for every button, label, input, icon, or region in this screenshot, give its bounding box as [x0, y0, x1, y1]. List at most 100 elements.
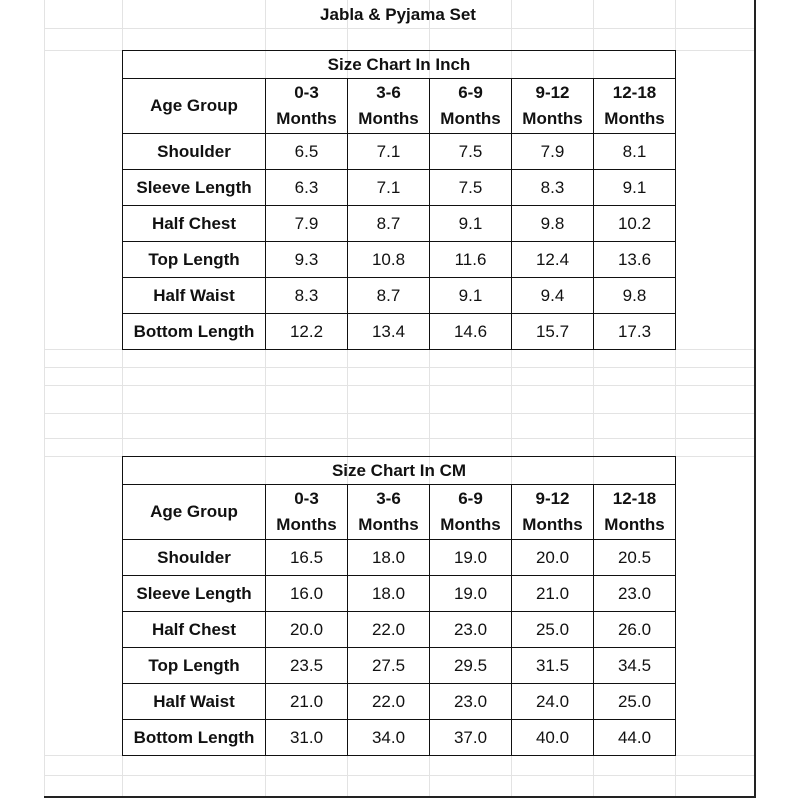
- grid-line: [511, 0, 512, 796]
- header-cell: 9-12 Months: [511, 484, 594, 540]
- row-label: Half Waist: [122, 277, 266, 314]
- header-cell: 6-9 Months: [429, 484, 512, 540]
- value-cell: 34.5: [593, 647, 676, 684]
- row-label: Sleeve Length: [122, 575, 266, 612]
- value-cell: 9.8: [511, 205, 594, 242]
- header-cell: 3-6 Months: [347, 78, 430, 134]
- header-cell: 0-3 Months: [265, 78, 348, 134]
- row-label: Bottom Length: [122, 313, 266, 350]
- value-cell: 23.0: [429, 683, 512, 720]
- value-cell: 44.0: [593, 719, 676, 756]
- value-cell: 7.1: [347, 133, 430, 170]
- value-cell: 23.0: [429, 611, 512, 648]
- value-cell: 12.2: [265, 313, 348, 350]
- value-cell: 9.4: [511, 277, 594, 314]
- value-cell: 17.3: [593, 313, 676, 350]
- value-cell: 16.0: [265, 575, 348, 612]
- value-cell: 7.9: [511, 133, 594, 170]
- value-cell: 26.0: [593, 611, 676, 648]
- row-label: Half Chest: [122, 611, 266, 648]
- value-cell: 18.0: [347, 575, 430, 612]
- value-cell: 7.5: [429, 133, 512, 170]
- header-cell: Age Group: [122, 78, 266, 134]
- value-cell: 21.0: [511, 575, 594, 612]
- value-cell: 8.3: [265, 277, 348, 314]
- row-label: Sleeve Length: [122, 169, 266, 206]
- row-label: Shoulder: [122, 539, 266, 576]
- value-cell: 37.0: [429, 719, 512, 756]
- table-title: Size Chart In CM: [122, 456, 676, 485]
- value-cell: 24.0: [511, 683, 594, 720]
- value-cell: 9.1: [429, 205, 512, 242]
- value-cell: 8.3: [511, 169, 594, 206]
- grid-line: [675, 0, 676, 796]
- header-cell: 3-6 Months: [347, 484, 430, 540]
- frame-bottom: [44, 796, 756, 798]
- grid-line: [122, 0, 123, 796]
- value-cell: 7.9: [265, 205, 348, 242]
- value-cell: 8.1: [593, 133, 676, 170]
- grid-line: [593, 0, 594, 796]
- value-cell: 9.3: [265, 241, 348, 278]
- value-cell: 8.7: [347, 277, 430, 314]
- value-cell: 40.0: [511, 719, 594, 756]
- value-cell: 22.0: [347, 683, 430, 720]
- value-cell: 19.0: [429, 575, 512, 612]
- header-cell: 9-12 Months: [511, 78, 594, 134]
- grid-line: [44, 385, 754, 386]
- header-cell: 12-18 Months: [593, 484, 676, 540]
- row-label: Half Chest: [122, 205, 266, 242]
- value-cell: 34.0: [347, 719, 430, 756]
- value-cell: 23.0: [593, 575, 676, 612]
- page-title: Jabla & Pyjama Set: [320, 5, 476, 24]
- grid-line: [44, 413, 754, 414]
- value-cell: 31.5: [511, 647, 594, 684]
- grid-line: [44, 438, 754, 439]
- header-cell: 0-3 Months: [265, 484, 348, 540]
- grid-line: [44, 0, 45, 796]
- header-cell: 12-18 Months: [593, 78, 676, 134]
- value-cell: 22.0: [347, 611, 430, 648]
- value-cell: 8.7: [347, 205, 430, 242]
- value-cell: 25.0: [593, 683, 676, 720]
- value-cell: 12.4: [511, 241, 594, 278]
- value-cell: 14.6: [429, 313, 512, 350]
- value-cell: 31.0: [265, 719, 348, 756]
- value-cell: 20.0: [511, 539, 594, 576]
- value-cell: 25.0: [511, 611, 594, 648]
- value-cell: 7.5: [429, 169, 512, 206]
- grid-line: [44, 28, 754, 29]
- row-label: Shoulder: [122, 133, 266, 170]
- value-cell: 15.7: [511, 313, 594, 350]
- row-label: Half Waist: [122, 683, 266, 720]
- value-cell: 23.5: [265, 647, 348, 684]
- value-cell: 10.8: [347, 241, 430, 278]
- value-cell: 13.4: [347, 313, 430, 350]
- header-cell: Age Group: [122, 484, 266, 540]
- value-cell: 9.1: [429, 277, 512, 314]
- frame-right: [754, 0, 756, 798]
- value-cell: 21.0: [265, 683, 348, 720]
- value-cell: 20.5: [593, 539, 676, 576]
- value-cell: 6.3: [265, 169, 348, 206]
- grid-line: [44, 367, 754, 368]
- header-cell: 6-9 Months: [429, 78, 512, 134]
- grid-line: [347, 0, 348, 796]
- row-label: Bottom Length: [122, 719, 266, 756]
- value-cell: 6.5: [265, 133, 348, 170]
- value-cell: 13.6: [593, 241, 676, 278]
- row-label: Top Length: [122, 647, 266, 684]
- value-cell: 10.2: [593, 205, 676, 242]
- grid-line: [44, 775, 754, 776]
- value-cell: 16.5: [265, 539, 348, 576]
- value-cell: 7.1: [347, 169, 430, 206]
- grid-line: [265, 0, 266, 796]
- value-cell: 11.6: [429, 241, 512, 278]
- table-title: Size Chart In Inch: [122, 50, 676, 79]
- value-cell: 19.0: [429, 539, 512, 576]
- value-cell: 27.5: [347, 647, 430, 684]
- row-label: Top Length: [122, 241, 266, 278]
- value-cell: 29.5: [429, 647, 512, 684]
- value-cell: 18.0: [347, 539, 430, 576]
